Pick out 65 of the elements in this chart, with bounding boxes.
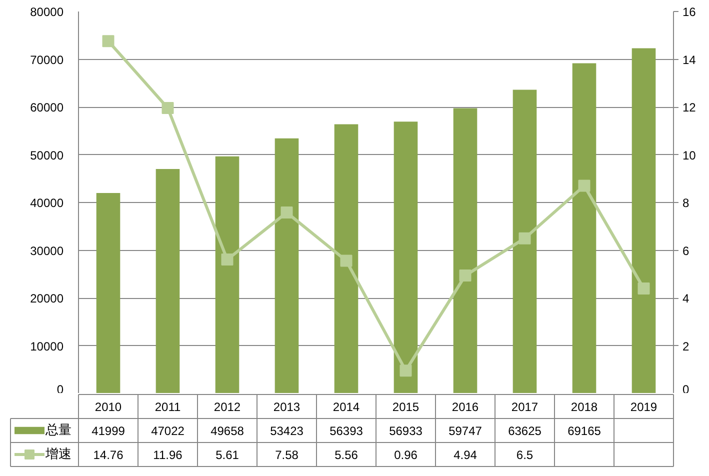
x-tick-label: 2019: [630, 400, 658, 414]
data-label: 69165: [568, 424, 602, 438]
bar: [96, 192, 120, 393]
data-label: 11.96: [153, 448, 183, 462]
bar: [334, 124, 358, 393]
legend-label: 增速: [44, 447, 72, 462]
data-label: 7.58: [275, 448, 299, 462]
x-tick-label: 2014: [332, 400, 360, 414]
data-label: 53423: [270, 424, 304, 438]
y2-tick-label: 2: [682, 339, 690, 354]
y2-tick-label: 16: [682, 5, 696, 19]
x-tick-label: 2011: [154, 400, 181, 414]
point: [221, 254, 234, 266]
bar: [572, 63, 596, 393]
x-tick-label: 2015: [392, 400, 420, 414]
x-tick-label: 2018: [570, 400, 598, 414]
legend-label: 总量: [44, 423, 72, 438]
point: [459, 270, 472, 282]
point: [638, 282, 650, 294]
data-label: 56933: [389, 424, 423, 438]
x-tick-label: 2012: [214, 400, 241, 414]
data-label: 41999: [92, 424, 126, 438]
point: [518, 232, 531, 244]
data-label: 5.61: [216, 448, 240, 462]
x-tick-label: 2013: [273, 400, 300, 414]
y-tick-label: 30000: [30, 244, 64, 258]
y2-tick-label: 14: [682, 52, 696, 67]
y2-tick-label: 4: [682, 292, 690, 306]
y-tick-label: 10000: [30, 339, 64, 354]
point: [280, 206, 293, 219]
point: [340, 254, 352, 267]
data-label: 63625: [508, 424, 542, 438]
data-label: 5.56: [334, 448, 358, 462]
y-tick-label: 20000: [30, 292, 64, 306]
data-label: 49658: [210, 424, 244, 438]
point: [162, 102, 174, 114]
point: [578, 180, 590, 192]
y2-tick-label: 12: [682, 100, 696, 114]
bar: [274, 138, 299, 393]
y-tick-label: 40000: [30, 196, 64, 210]
data-label: 0.96: [394, 448, 418, 462]
y2-tick-label: 6: [682, 244, 690, 258]
bar: [512, 90, 537, 393]
y-tick-label: 50000: [30, 148, 64, 162]
data-label: 59747: [448, 424, 482, 438]
x-tick-label: 2016: [452, 400, 479, 414]
data-label: 6.5: [516, 448, 534, 462]
y-tick-label: 60000: [30, 100, 64, 114]
point: [102, 35, 114, 48]
bar: [632, 48, 656, 393]
y2-tick-label: 10: [682, 148, 696, 162]
y-tick-label: 70000: [30, 52, 64, 67]
x-tick-label: 2010: [94, 400, 122, 414]
data-label: 14.76: [93, 448, 124, 462]
point: [400, 364, 412, 377]
bar: [394, 122, 418, 393]
y2-tick-label: 8: [682, 196, 690, 210]
x-tick-label: 2017: [511, 400, 538, 414]
data-label: 4.94: [454, 448, 478, 462]
data-label: 47022: [151, 424, 185, 438]
data-label: 56393: [330, 424, 364, 438]
y-tick-label: 80000: [30, 5, 64, 19]
bar: [453, 108, 478, 393]
bar: [156, 168, 180, 393]
bar: [215, 156, 240, 393]
